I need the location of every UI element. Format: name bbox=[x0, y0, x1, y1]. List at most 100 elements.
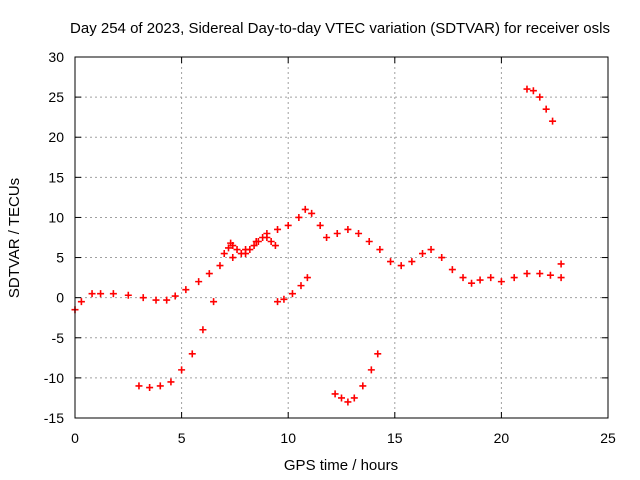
data-point bbox=[295, 213, 303, 221]
data-point bbox=[374, 350, 382, 358]
data-point bbox=[199, 326, 207, 334]
y-tick-label: 10 bbox=[48, 209, 64, 225]
y-tick-label: -15 bbox=[44, 410, 64, 426]
data-point bbox=[216, 262, 224, 270]
data-point bbox=[146, 384, 154, 392]
data-point bbox=[397, 262, 405, 270]
data-point bbox=[487, 274, 495, 282]
data-point bbox=[331, 390, 339, 398]
data-point bbox=[308, 209, 316, 217]
data-point bbox=[156, 382, 164, 390]
data-point bbox=[271, 242, 279, 250]
data-point bbox=[124, 291, 132, 299]
data-point bbox=[163, 296, 171, 304]
x-tick-label: 0 bbox=[71, 430, 79, 446]
data-point bbox=[97, 290, 105, 298]
series-track-2 bbox=[135, 298, 218, 392]
y-tick-label: 25 bbox=[48, 89, 64, 105]
series-outliers bbox=[227, 239, 565, 268]
data-point bbox=[557, 274, 565, 282]
data-point bbox=[195, 278, 203, 286]
data-point bbox=[459, 274, 467, 282]
data-point bbox=[510, 274, 518, 282]
series-track-5 bbox=[523, 85, 557, 125]
data-point bbox=[338, 394, 345, 402]
x-tick-label: 25 bbox=[600, 430, 616, 446]
series-main-track bbox=[71, 205, 565, 314]
y-axis-label: SDTVAR / TECUs bbox=[6, 178, 23, 298]
data-point bbox=[77, 298, 85, 306]
data-point bbox=[427, 246, 435, 254]
data-point bbox=[448, 266, 456, 274]
data-point bbox=[468, 279, 476, 287]
data-point bbox=[152, 296, 160, 304]
x-tick-label: 10 bbox=[280, 430, 296, 446]
data-point bbox=[365, 238, 373, 246]
ticks: 0 5 10 15 20 25 -15 -10 -5 0 5 10 15 20 25 30 bbox=[44, 49, 616, 446]
data-point bbox=[254, 238, 262, 246]
series-track-4 bbox=[331, 350, 382, 406]
data-point bbox=[167, 378, 175, 386]
y-tick-label: -10 bbox=[44, 370, 64, 386]
data-point bbox=[288, 290, 296, 298]
data-point bbox=[135, 382, 143, 390]
data-point bbox=[263, 234, 271, 241]
data-point bbox=[178, 366, 186, 374]
data-point bbox=[250, 242, 258, 250]
data-point bbox=[536, 270, 544, 278]
data-point bbox=[205, 270, 213, 278]
data-point bbox=[316, 221, 324, 229]
data-point bbox=[344, 398, 352, 406]
data-point bbox=[267, 238, 275, 246]
y-tick-label: 15 bbox=[48, 169, 64, 185]
data-point bbox=[557, 260, 565, 268]
data-point bbox=[246, 246, 254, 254]
x-axis-label: GPS time / hours bbox=[284, 457, 398, 474]
data-point bbox=[536, 93, 544, 101]
data-point bbox=[297, 282, 305, 290]
data-point bbox=[229, 254, 237, 262]
data-point bbox=[542, 105, 550, 113]
data-point bbox=[497, 278, 505, 286]
y-tick-label: 0 bbox=[56, 290, 64, 306]
data-point bbox=[438, 254, 446, 262]
data-point bbox=[376, 246, 384, 254]
data-point bbox=[182, 286, 190, 294]
y-tick-label: 20 bbox=[48, 129, 64, 145]
data-point bbox=[233, 246, 241, 254]
data-point bbox=[227, 239, 235, 247]
plot-border bbox=[74, 56, 609, 419]
data-point bbox=[274, 225, 282, 233]
data-point bbox=[419, 250, 427, 258]
x-tick-label: 20 bbox=[494, 430, 510, 446]
data-point bbox=[225, 244, 233, 252]
data-point bbox=[546, 271, 554, 279]
data-point bbox=[359, 382, 367, 390]
data-point bbox=[280, 295, 288, 303]
data-point bbox=[274, 298, 282, 306]
y-tick-label: 30 bbox=[48, 49, 64, 65]
data-point bbox=[355, 229, 363, 237]
series-track-6 bbox=[220, 234, 279, 258]
data-point bbox=[408, 258, 416, 266]
data-point bbox=[549, 117, 557, 125]
data-point bbox=[523, 85, 531, 93]
data-point bbox=[171, 292, 179, 300]
data-point bbox=[220, 250, 228, 258]
data-point bbox=[139, 294, 147, 302]
data-point bbox=[323, 234, 331, 241]
data-point bbox=[301, 205, 309, 213]
data-point bbox=[88, 290, 96, 298]
data-point bbox=[476, 276, 484, 284]
data-point bbox=[242, 250, 250, 258]
series-track-3 bbox=[274, 274, 311, 306]
grid bbox=[75, 57, 608, 418]
data-point bbox=[529, 87, 537, 95]
data-point bbox=[367, 366, 375, 374]
data-point bbox=[303, 274, 311, 282]
data-point bbox=[109, 290, 117, 298]
chart-title: Day 254 of 2023, Sidereal Day-to-day VTE… bbox=[70, 20, 610, 37]
data-point bbox=[284, 221, 292, 229]
data-point bbox=[523, 270, 531, 278]
